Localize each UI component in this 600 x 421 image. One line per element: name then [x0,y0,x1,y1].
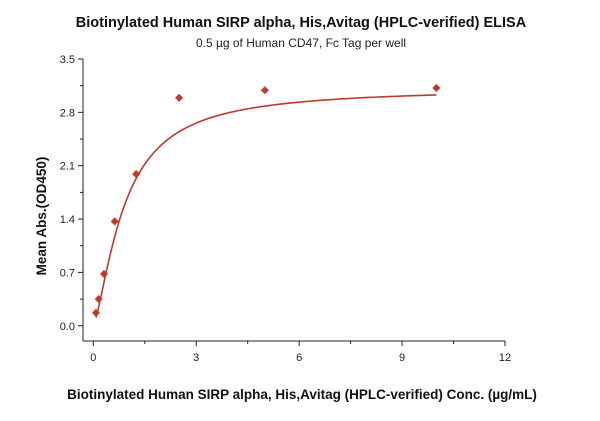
chart-title: Biotinylated Human SIRP alpha, His,Avita… [76,15,527,31]
x-tick-label: 3 [193,352,199,364]
data-point [132,169,141,179]
y-tick-label: 0.7 [60,267,75,279]
data-point [91,308,101,317]
x-axis-ticks: 0 3 6 9 12 [90,341,511,364]
y-axis-ticks: 0.0 0.7 1.4 2.1 2.8 3.5 [60,54,83,333]
data-point [432,83,441,93]
y-tick-label: 3.5 [60,54,75,66]
x-tick-label: 0 [90,352,96,364]
x-tick-label: 12 [499,352,511,364]
y-tick-label: 1.4 [60,214,75,226]
x-axis-label: Biotinylated Human SIRP alpha, His,Avita… [67,387,537,402]
y-tick-label: 0.0 [60,321,75,333]
axes [82,59,505,342]
y-tick-label: 2.1 [60,161,75,173]
data-point [260,86,269,95]
data-points-layer [91,83,441,317]
y-tick-label: 2.8 [60,107,75,119]
x-tick-label: 9 [399,352,405,364]
data-point [174,93,184,103]
data-point [110,217,119,226]
chart-subtitle: 0.5 µg of Human CD47, Fc Tag per well [196,36,406,50]
data-point [99,269,109,279]
x-tick-label: 6 [296,352,302,364]
fit-curve-layer [95,94,437,318]
data-point [94,294,103,304]
fit-curve [95,94,437,318]
y-axis-label: Mean Abs.(OD450) [34,157,49,276]
